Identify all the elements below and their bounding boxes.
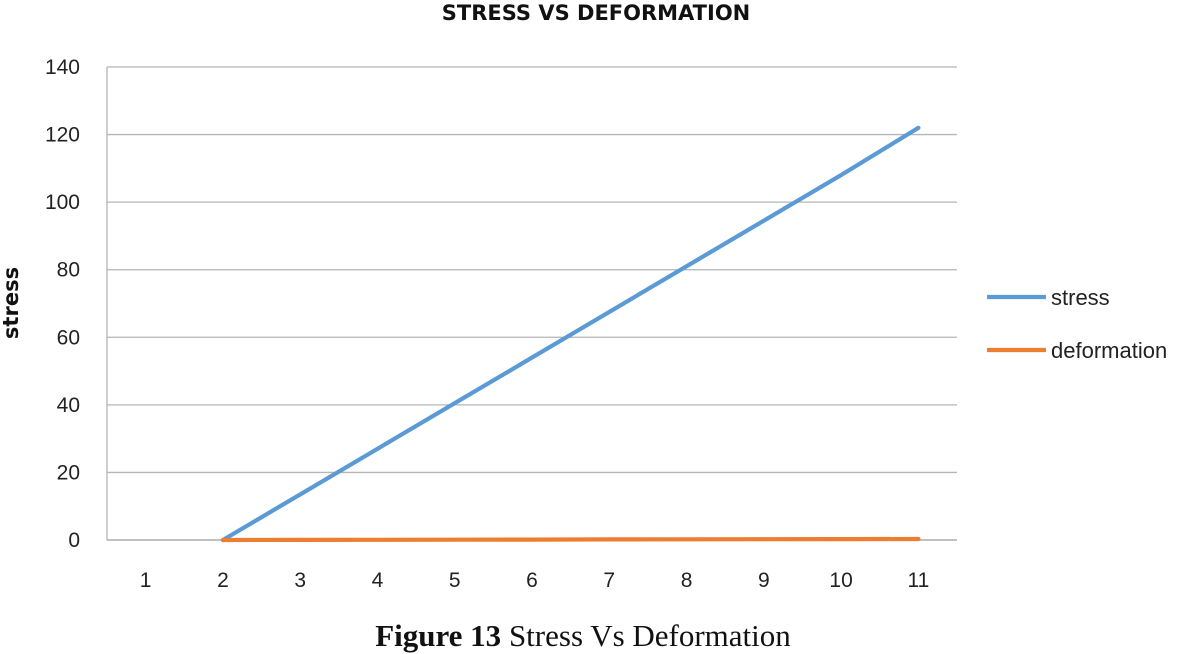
y-tick-label: 120 <box>45 124 80 147</box>
x-tick-label: 6 <box>526 569 538 592</box>
x-tick-labels: 1 2 3 4 5 6 7 8 9 10 11 <box>140 569 929 592</box>
y-tick-label: 0 <box>68 529 80 552</box>
series-line-stress <box>220 125 921 543</box>
y-tick-label: 100 <box>45 191 80 214</box>
figure-caption: Figure 13 Stress Vs Deformation <box>0 618 1166 654</box>
x-tick-label: 7 <box>603 569 615 592</box>
series-lines <box>220 125 921 543</box>
legend-label-stress: stress <box>1051 285 1110 310</box>
y-tick-label: 40 <box>57 394 80 417</box>
x-tick-label: 5 <box>449 569 461 592</box>
legend: stress deformation <box>987 285 1167 363</box>
x-tick-label: 4 <box>372 569 384 592</box>
y-tick-label: 20 <box>57 461 80 484</box>
y-tick-label: 140 <box>45 56 80 79</box>
x-tick-label: 3 <box>294 569 306 592</box>
figure-caption-text: Stress Vs Deformation <box>501 618 791 653</box>
figure-label: Figure 13 <box>375 618 502 653</box>
legend-label-deformation: deformation <box>1051 338 1167 363</box>
gridlines <box>106 66 957 541</box>
x-tick-label: 10 <box>829 569 852 592</box>
y-tick-label: 60 <box>57 326 80 349</box>
x-tick-label: 1 <box>140 569 152 592</box>
x-tick-label: 9 <box>758 569 770 592</box>
x-tick-label: 8 <box>681 569 693 592</box>
chart-title: STRESS VS DEFORMATION <box>442 1 751 25</box>
y-tick-label: 80 <box>57 259 80 282</box>
x-tick-label: 2 <box>217 569 229 592</box>
chart: STRESS VS DEFORMATION stress 02040608010… <box>0 1 1167 592</box>
y-axis-label: stress <box>0 267 23 339</box>
y-tick-labels: 0 20 40 60 80 100 120 140 <box>45 56 80 552</box>
series-line-deformation <box>220 536 921 543</box>
x-tick-label: 11 <box>907 569 929 592</box>
